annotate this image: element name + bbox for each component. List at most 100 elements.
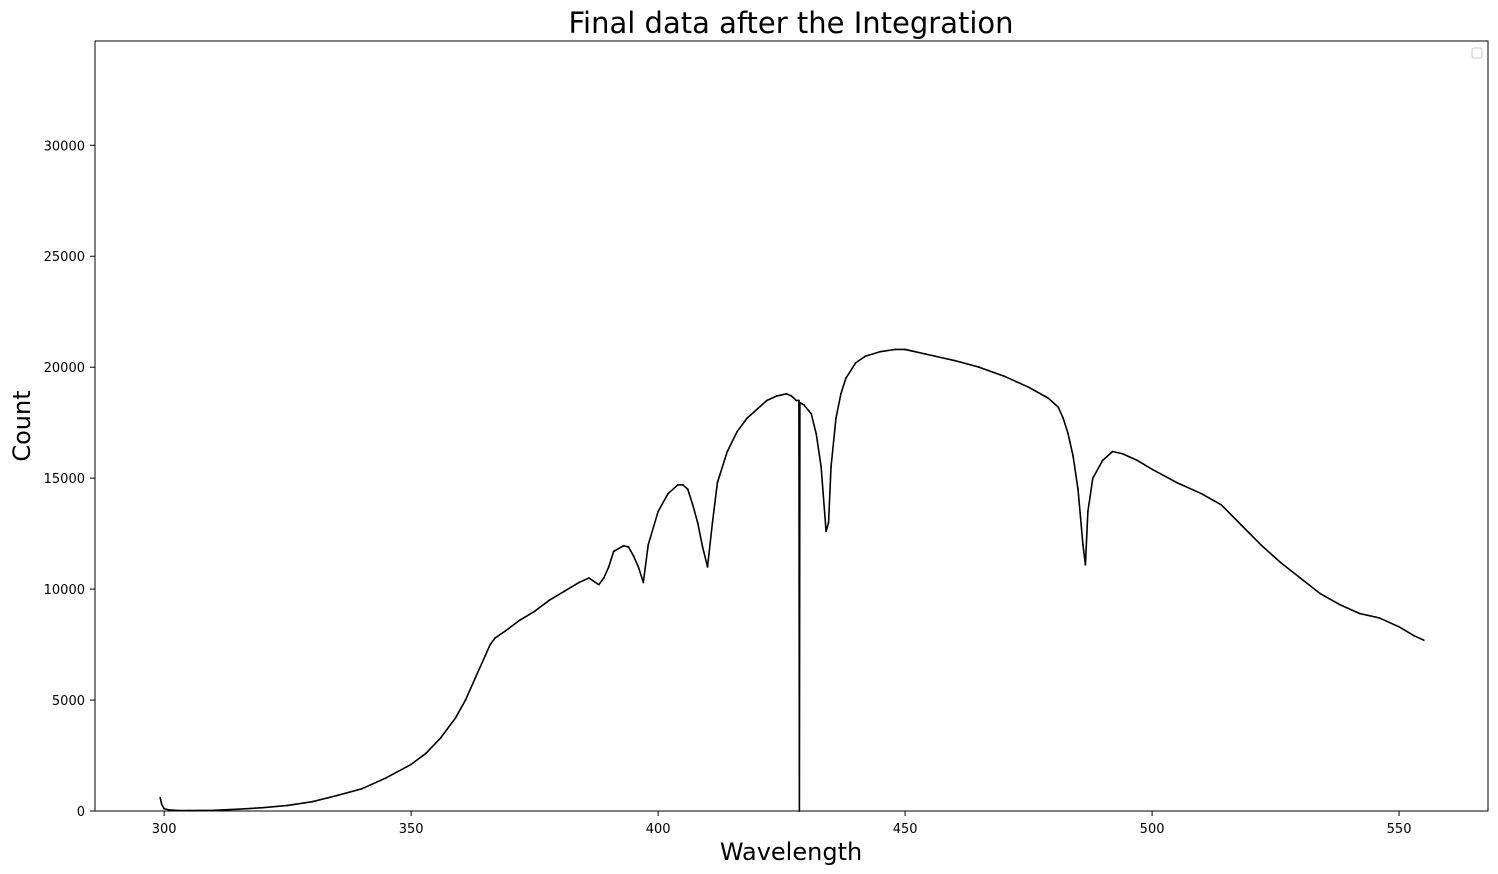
data-point [775,395,778,397]
data-point [632,554,635,557]
data-point [159,796,162,799]
data-point [1027,386,1030,389]
data-point [212,809,215,812]
x-tick-label: 500 [1140,822,1165,837]
data-point [1151,468,1153,471]
data-point [187,809,190,812]
data-point [454,716,457,719]
data-point [864,355,867,357]
data-point [726,450,729,453]
data-point [588,577,590,579]
data-point [1175,481,1178,484]
data-point [602,577,605,579]
data-point [607,566,610,568]
data-point [1358,612,1361,615]
data-point [696,521,699,524]
data-point [711,521,714,524]
data-point [360,787,363,790]
data-point [798,399,800,402]
y-tick-label: 30000 [44,139,85,154]
data-point [746,417,748,420]
data-point [798,810,801,812]
y-tick-label: 20000 [44,361,85,376]
data-point [237,808,240,811]
data-point [820,466,823,468]
data-point [637,566,640,568]
data-point [904,348,907,351]
data-point [914,350,916,353]
data-point [336,794,338,797]
data-point [1319,592,1321,595]
data-point [1057,406,1060,409]
data-point [681,483,684,486]
data-point [1067,432,1070,435]
data-point [168,808,171,811]
data-point [815,432,818,435]
data-point [802,404,805,406]
x-tick-label: 400 [646,822,671,837]
data-point [178,809,180,812]
data-point [785,392,788,395]
data-point [160,803,163,806]
data-point [647,543,650,546]
data-point [1086,510,1089,513]
y-tick-label: 0 [77,805,85,820]
data-point [439,736,442,739]
data-point [840,392,842,395]
data-point [1378,617,1381,619]
data-point [489,643,492,646]
data-point [1279,561,1282,564]
data-point [844,377,847,380]
data-point [1299,577,1302,579]
data-point [518,619,521,622]
data-point [795,399,798,402]
data-point [894,348,897,351]
data-point [642,581,645,584]
y-tick-label: 25000 [44,250,85,265]
data-point [827,521,830,524]
data-point [504,630,506,633]
data-point [163,807,166,810]
data-point [825,530,827,533]
data-point [622,544,625,547]
data-point [1220,503,1223,506]
data-point [830,466,832,468]
data-point [1047,397,1050,400]
data-point [676,483,679,486]
spectrum-line [159,348,1425,812]
x-tick-label: 550 [1387,822,1412,837]
data-point [716,481,719,484]
data-point [627,546,630,548]
data-point [691,503,694,506]
data-point [578,581,580,584]
data-point [923,352,926,355]
y-tick-label: 15000 [44,472,85,487]
data-point [854,361,857,364]
x-tick-label: 350 [399,822,424,837]
data-point [1259,543,1262,546]
data-point [1136,459,1139,462]
data-point [612,550,615,553]
chart-title: Final data after the Integration [568,6,1013,40]
data-point [810,412,813,415]
legend-box [1471,47,1483,59]
data-point [286,804,289,807]
data-point [262,806,264,809]
data-point [1111,450,1114,453]
x-tick-label: 300 [152,822,177,837]
data-point [667,492,669,495]
x-axis-ticks: 300 350 400 450 500 550 [152,811,1412,837]
y-axis-label: Count [8,390,36,461]
data-point [879,350,882,353]
data-point [597,583,600,586]
data-point [494,637,497,639]
data-point [765,399,768,402]
data-point [410,763,413,766]
data-point [1101,459,1104,462]
data-point [835,417,837,420]
data-point [736,430,739,433]
data-point [1062,417,1065,420]
data-point [657,510,660,513]
data-point [1200,492,1203,495]
